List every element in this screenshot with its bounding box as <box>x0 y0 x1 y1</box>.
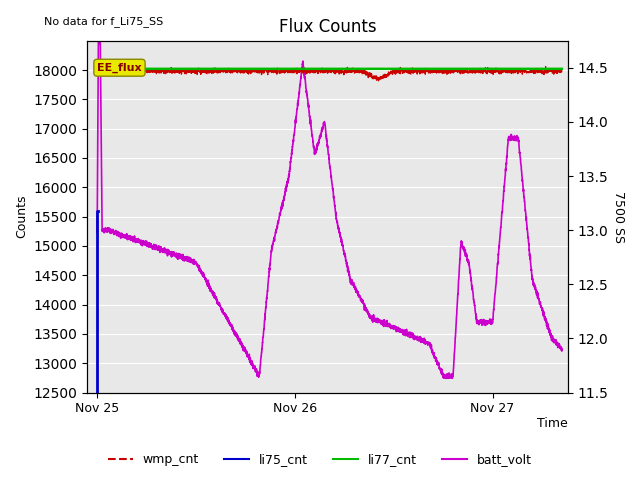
X-axis label: Time: Time <box>537 417 568 430</box>
Legend: wmp_cnt, li75_cnt, li77_cnt, batt_volt: wmp_cnt, li75_cnt, li77_cnt, batt_volt <box>103 448 537 471</box>
Title: Flux Counts: Flux Counts <box>278 18 376 36</box>
Y-axis label: Counts: Counts <box>15 195 28 239</box>
Y-axis label: 7500 SS: 7500 SS <box>612 191 625 242</box>
Text: EE_flux: EE_flux <box>97 62 142 73</box>
Text: No data for f_Li75_SS: No data for f_Li75_SS <box>44 16 163 26</box>
